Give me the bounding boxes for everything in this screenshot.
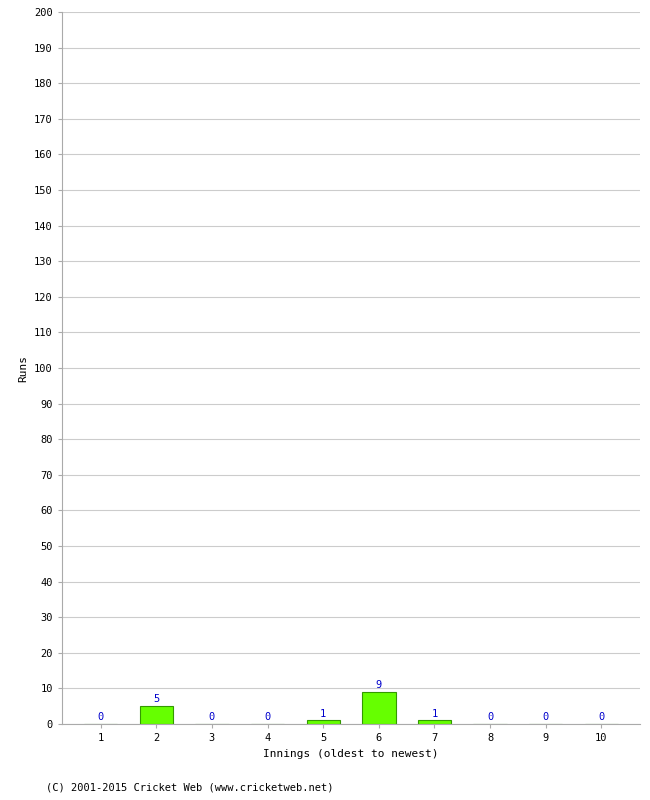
Bar	[140, 706, 173, 724]
Text: 1: 1	[320, 709, 326, 718]
Text: 0: 0	[543, 712, 549, 722]
X-axis label: Innings (oldest to newest): Innings (oldest to newest)	[263, 749, 439, 758]
Y-axis label: Runs: Runs	[18, 354, 29, 382]
Text: 0: 0	[98, 712, 104, 722]
Text: 9: 9	[376, 680, 382, 690]
Bar	[418, 721, 451, 724]
Text: (C) 2001-2015 Cricket Web (www.cricketweb.net): (C) 2001-2015 Cricket Web (www.cricketwe…	[46, 782, 333, 792]
Text: 0: 0	[598, 712, 604, 722]
Text: 0: 0	[209, 712, 215, 722]
Text: 1: 1	[432, 709, 437, 718]
Text: 0: 0	[265, 712, 270, 722]
Bar	[362, 692, 395, 724]
Bar	[307, 721, 340, 724]
Text: 0: 0	[487, 712, 493, 722]
Text: 5: 5	[153, 694, 159, 705]
